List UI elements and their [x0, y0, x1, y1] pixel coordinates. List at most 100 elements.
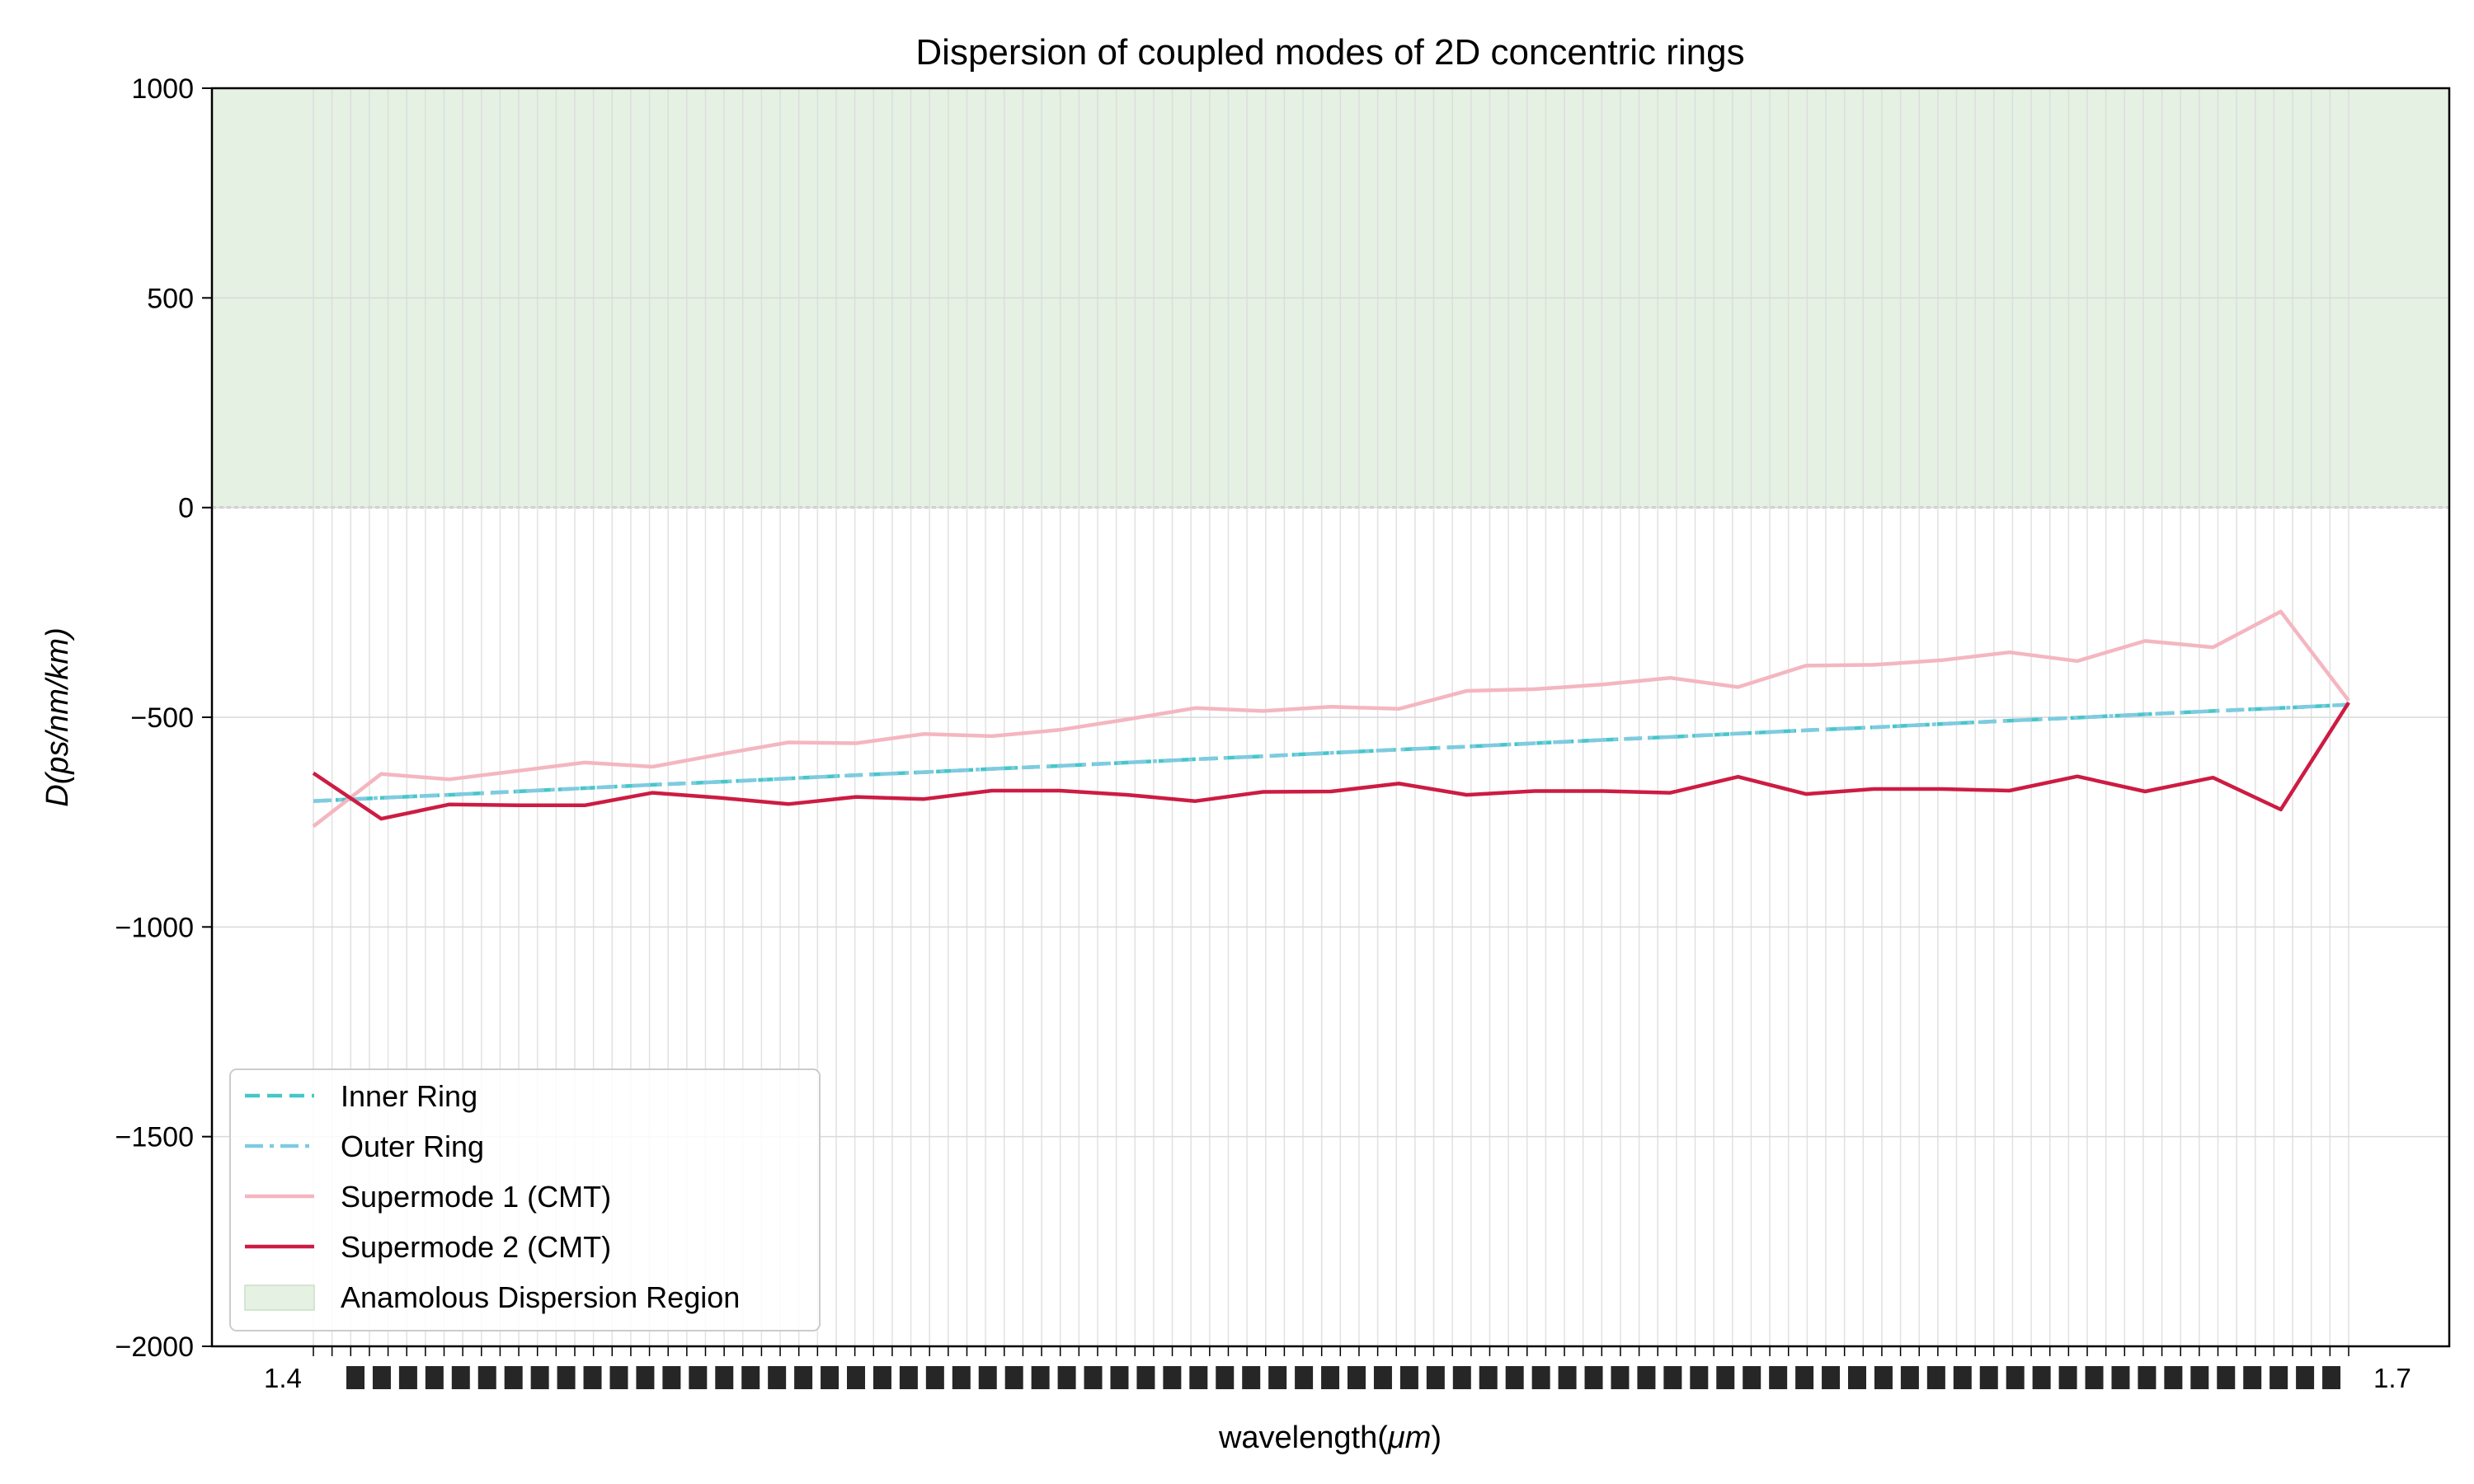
x-tick-label-overlap [2322, 1366, 2341, 1389]
x-tick-label-overlap [1084, 1366, 1103, 1389]
x-tick-label-overlap [1004, 1366, 1023, 1389]
x-axis-label-unit: μm [1387, 1421, 1431, 1455]
x-tick-label-overlap [1795, 1366, 1814, 1389]
y-tick-label: −500 [130, 702, 194, 734]
x-tick-label-overlap [1295, 1366, 1314, 1389]
x-tick-label-overlap [2296, 1366, 2315, 1389]
x-tick-label-overlap [1426, 1366, 1445, 1389]
y-tick-label: 1000 [131, 73, 194, 105]
x-tick-label-overlap [504, 1366, 523, 1389]
x-tick-label-overlap [1822, 1366, 1841, 1389]
x-tick-label-overlap [2269, 1366, 2288, 1389]
x-tick-label-overlap [2138, 1366, 2157, 1389]
legend-box [229, 1068, 821, 1331]
x-tick-label-overlap [1531, 1366, 1550, 1389]
x-tick-label-overlap [689, 1366, 708, 1389]
x-axis: 1.4 1.7 [264, 1346, 2411, 1393]
x-tick-label-overlap [952, 1366, 971, 1389]
x-tick-label-overlap [1189, 1366, 1208, 1389]
x-tick-label-overlap [2164, 1366, 2183, 1389]
x-tick-label-overlap [530, 1366, 549, 1389]
x-tick-label-overlap [1136, 1366, 1155, 1389]
x-tick-label-overlap [662, 1366, 681, 1389]
x-tick-label-overlap [1690, 1366, 1709, 1389]
x-tick-label-overlap [346, 1366, 365, 1389]
x-tick-label-overlap [1637, 1366, 1656, 1389]
legend-label-3: Supermode 1 (CMT) [341, 1180, 611, 1214]
legend-items: Inner Ring Outer Ring Supermode 1 (CMT) Sup… [244, 1079, 740, 1314]
x-tick-label-overlap [398, 1366, 417, 1389]
series-line-1 [313, 702, 2349, 803]
x-tick-label-overlap [1057, 1366, 1076, 1389]
y-axis: 1000 500 0 −500 −1000 −1500 −2000 [115, 73, 212, 1363]
x-tick-label-overlap [609, 1366, 628, 1389]
x-tick-label-overlap [2243, 1366, 2262, 1389]
x-tick-label-overlap [372, 1366, 391, 1389]
x-tick-label-overlap [978, 1366, 997, 1389]
series-layer [312, 609, 2350, 829]
x-tick-label-overlap [1268, 1366, 1287, 1389]
x-tick-label-overlap [477, 1366, 496, 1389]
x-tick-label-overlap [1031, 1366, 1050, 1389]
x-tick-label-overlap [821, 1366, 840, 1389]
x-tick-label-overlap [1611, 1366, 1630, 1389]
x-tick-label-overlap [1769, 1366, 1788, 1389]
y-tick-label: −1500 [115, 1122, 195, 1153]
x-tick-label-last: 1.7 [2373, 1363, 2411, 1393]
x-axis-label-suffix: ) [1431, 1421, 1442, 1455]
chart-title: Dispersion of coupled modes of 2D concen… [915, 32, 1744, 73]
x-tick-label-overlap [1926, 1366, 1945, 1389]
x-axis-label-prefix: wavelength( [1218, 1421, 1388, 1455]
x-tick-label-overlap [1716, 1366, 1735, 1389]
y-tick-label: 500 [147, 283, 194, 314]
y-axis-label: D(ps/nm/km) [40, 627, 75, 806]
x-tick-label-overlap [899, 1366, 918, 1389]
x-tick-label-overlap [1452, 1366, 1471, 1389]
legend-label-5: Anamolous Dispersion Region [341, 1280, 740, 1314]
x-tick-label-overlap [1321, 1366, 1340, 1389]
x-tick-label-overlap [1242, 1366, 1261, 1389]
x-tick-label-first: 1.4 [264, 1363, 302, 1393]
x-tick-label-overlap [2217, 1366, 2236, 1389]
x-tick-label-overlap [1743, 1366, 1761, 1389]
x-tick-label-overlap [2111, 1366, 2130, 1389]
x-tick-label-overlap [847, 1366, 865, 1389]
x-tick-label-overlap [1663, 1366, 1682, 1389]
x-tick-label-overlap [925, 1366, 944, 1389]
x-tick-label-overlap [2190, 1366, 2209, 1389]
x-tick-label-overlap [1163, 1366, 1182, 1389]
legend-label-1: Inner Ring [341, 1079, 477, 1113]
x-tick-label-overlap [2032, 1366, 2051, 1389]
x-tick-label-overlap [1505, 1366, 1524, 1389]
x-tick-label-overlap [1584, 1366, 1603, 1389]
x-tick-label-overlap [1373, 1366, 1392, 1389]
legend: Inner Ring Outer Ring Supermode 1 (CMT) Sup… [229, 1068, 821, 1331]
y-tick-label: −2000 [115, 1331, 195, 1363]
x-tick-label-overlap [1399, 1366, 1418, 1389]
x-tick-label-overlap [794, 1366, 813, 1389]
x-tick-label-overlap [2058, 1366, 2077, 1389]
x-tick-label-overlap [1558, 1366, 1577, 1389]
x-tick-label-overlap [557, 1366, 576, 1389]
y-tick-label: 0 [178, 493, 194, 524]
x-tick-label-overlap [768, 1366, 787, 1389]
x-tick-label-overlap [1900, 1366, 1919, 1389]
x-tick-label-crowd [346, 1366, 2341, 1389]
x-tick-label-overlap [1216, 1366, 1235, 1389]
x-tick-label-overlap [425, 1366, 444, 1389]
x-tick-label-overlap [1953, 1366, 1972, 1389]
x-tick-label-overlap [2085, 1366, 2104, 1389]
x-tick-label-overlap [872, 1366, 891, 1389]
x-tick-label-overlap [636, 1366, 655, 1389]
x-tick-label-overlap [583, 1366, 602, 1389]
series-line-4 [312, 701, 2350, 821]
y-tick-label: −1000 [115, 912, 195, 943]
x-tick-label-overlap [1979, 1366, 1998, 1389]
x-tick-label-overlap [2006, 1366, 2025, 1389]
x-tick-label-overlap [1848, 1366, 1866, 1389]
series-line-3 [312, 609, 2350, 829]
x-tick-label-overlap [1874, 1366, 1893, 1389]
x-tick-label-overlap [1348, 1366, 1366, 1389]
x-tick-label-overlap [1479, 1366, 1498, 1389]
